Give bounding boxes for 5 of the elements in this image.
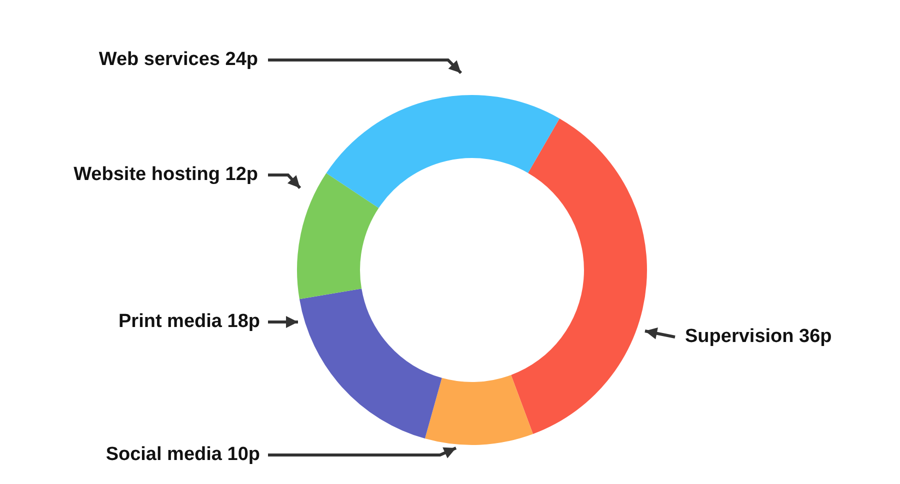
slice-label: Supervision 36p — [685, 326, 832, 348]
slice-label: Website hosting 12p — [74, 164, 258, 186]
slice-label: Print media 18p — [118, 311, 260, 332]
slice-label: Social media 10p — [106, 444, 260, 466]
slice-label: Web services 24p — [98, 49, 258, 70]
